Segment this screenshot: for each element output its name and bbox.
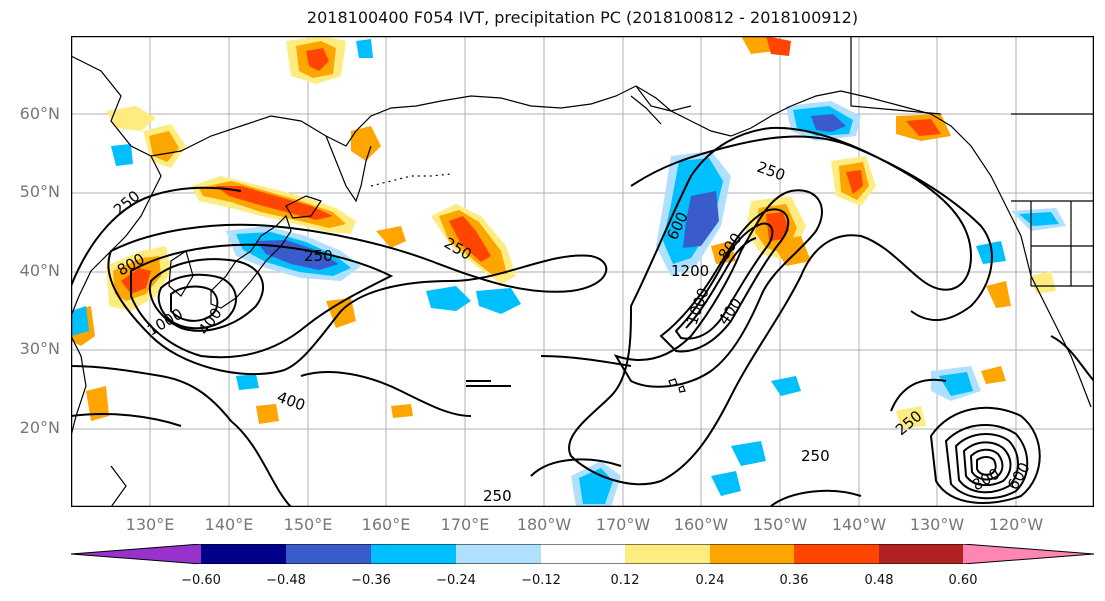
- map-title: 2018100400 F054 IVT, precipitation PC (2…: [306, 8, 859, 27]
- colorbar-tick-label: −0.12: [521, 573, 561, 588]
- contour-label: 250: [801, 447, 830, 465]
- map-canvas: 250 250 250 250 250 250 250 400 400 600 …: [71, 36, 1094, 507]
- lon-label-160e: 160°E: [361, 515, 411, 534]
- gridlines: [71, 36, 1094, 507]
- colorbar-segment: [456, 544, 541, 564]
- lon-label-170w: 170°W: [595, 515, 651, 534]
- colorbar-tick-label: −0.24: [436, 573, 476, 588]
- lon-label-140e: 140°E: [204, 515, 254, 534]
- colorbar-extend-high: [963, 544, 1094, 564]
- lon-label-130e: 130°E: [125, 515, 175, 534]
- colorbar-segment: [879, 544, 963, 564]
- colorbar-extend-low: [71, 544, 201, 564]
- colorbar-segment: [371, 544, 456, 564]
- colorbar-segment: [710, 544, 794, 564]
- colorbar-segment: [541, 544, 625, 564]
- lon-label-140w: 140°W: [831, 515, 887, 534]
- lon-label-150w: 150°W: [752, 515, 808, 534]
- contour-label: 250: [304, 247, 333, 265]
- lat-label-20n: 20°N: [19, 418, 60, 437]
- contour-label: 250: [483, 487, 512, 505]
- ivt-contours: [71, 126, 1094, 507]
- colorbar-svg: [70, 543, 1095, 565]
- map-frame: [71, 36, 1094, 507]
- colorbar-tick-label: −0.48: [266, 573, 306, 588]
- lon-label-150e: 150°E: [283, 515, 333, 534]
- lon-label-130w: 130°W: [909, 515, 965, 534]
- colorbar-tick-label: 0.60: [948, 573, 978, 588]
- coastlines: [71, 36, 1094, 507]
- contour-label: 1200: [671, 262, 709, 280]
- lat-label-40n: 40°N: [19, 261, 60, 280]
- colorbar-tick-label: 0.24: [695, 573, 725, 588]
- precip-negative-patches: [71, 39, 1066, 507]
- colorbar-segment: [625, 544, 710, 564]
- lon-label-180w: 180°W: [516, 515, 572, 534]
- lon-label-170e: 170°E: [440, 515, 490, 534]
- colorbar-tick-label: 0.12: [610, 573, 640, 588]
- lat-label-60n: 60°N: [19, 104, 60, 123]
- map-panel: 250 250 250 250 250 250 250 400 400 600 …: [71, 36, 1094, 507]
- colorbar-tick-label: −0.36: [351, 573, 391, 588]
- colorbar-segment: [286, 544, 371, 564]
- colorbar-tick-label: −0.60: [181, 573, 221, 588]
- lat-label-30n: 30°N: [19, 339, 60, 358]
- colorbar-segment: [201, 544, 286, 564]
- colorbar-tick-label: 0.48: [864, 573, 894, 588]
- colorbar: [70, 543, 1095, 565]
- lon-label-160w: 160°W: [673, 515, 729, 534]
- lon-label-120w: 120°W: [988, 515, 1044, 534]
- colorbar-tick-label: 0.36: [779, 573, 809, 588]
- colorbar-segment: [794, 544, 879, 564]
- lat-label-50n: 50°N: [19, 182, 60, 201]
